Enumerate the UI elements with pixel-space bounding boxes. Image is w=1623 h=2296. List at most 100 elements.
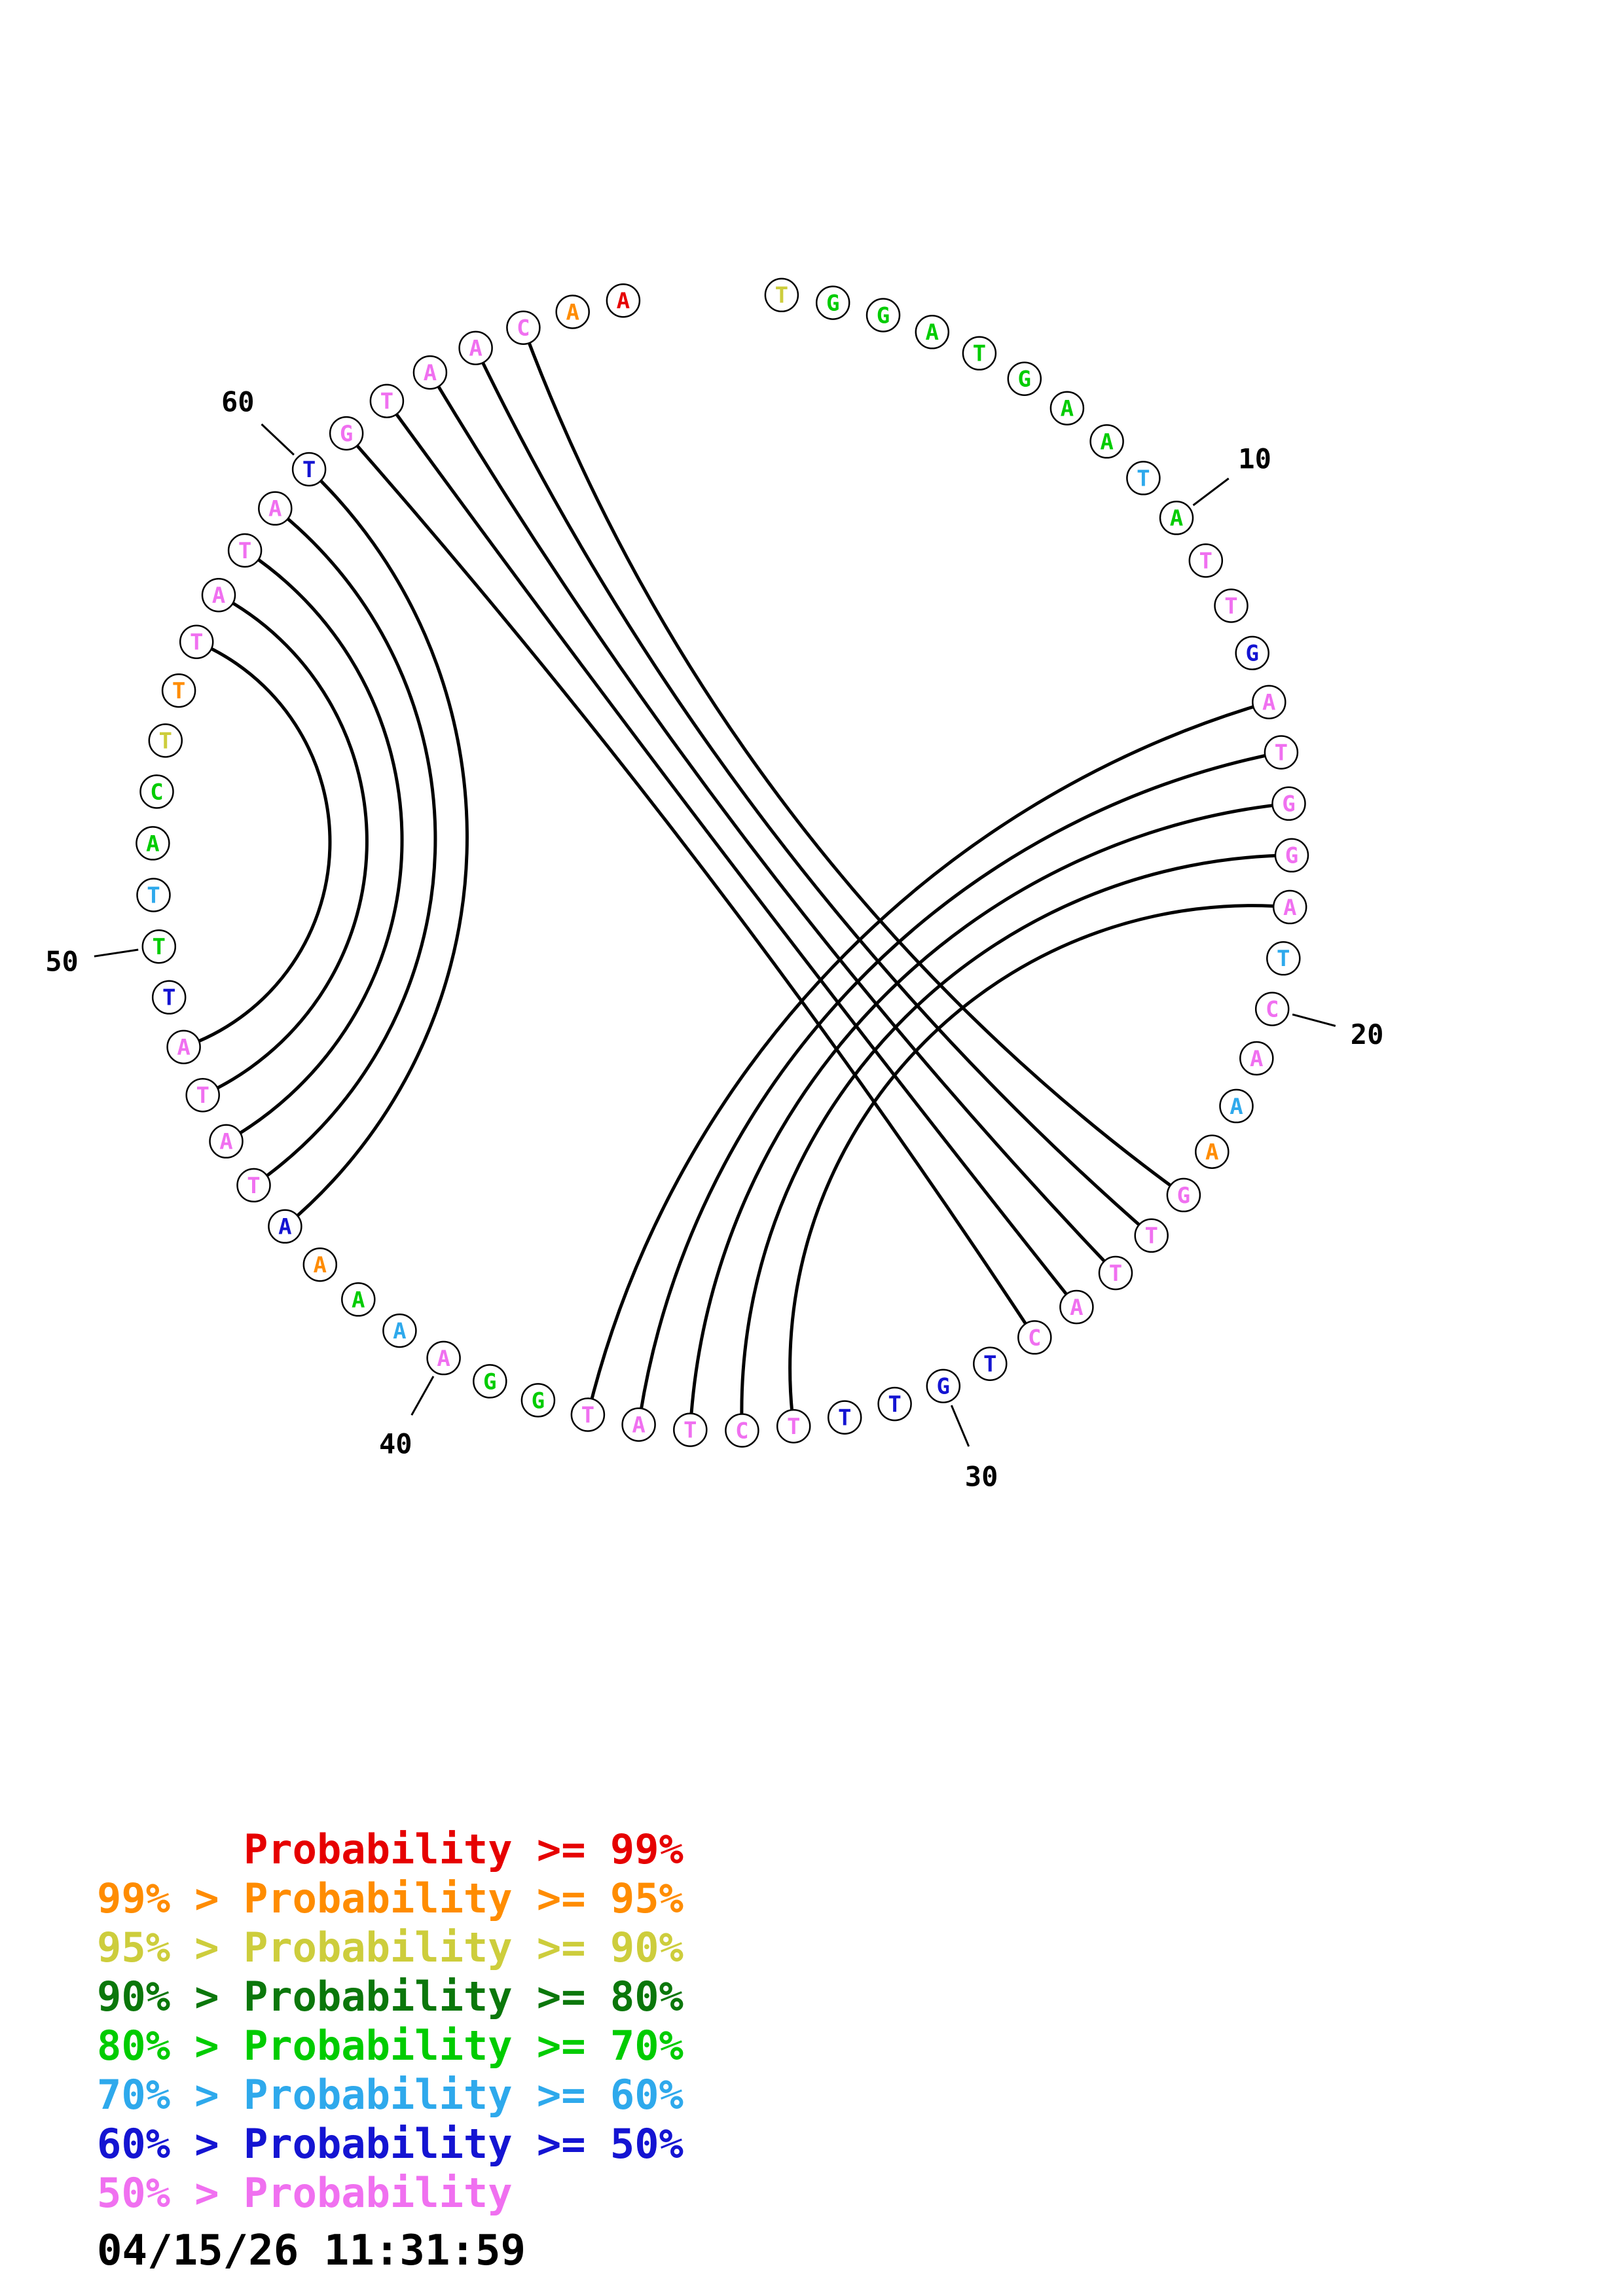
nucleotide-circle: [166, 1030, 201, 1064]
nucleotide-circle: [877, 1386, 912, 1422]
base-letter: T: [196, 1083, 209, 1109]
legend-row-p99: Probability >= 99%: [97, 1825, 684, 1873]
base-letter: A: [177, 1035, 190, 1061]
nucleotide-circle: [1166, 1177, 1201, 1213]
nucleotide-circle: [815, 285, 850, 320]
base-letter: G: [1282, 791, 1295, 817]
nucleotide-circle: [148, 723, 183, 758]
base-letter: T: [973, 341, 986, 367]
nucleotide-5: T: [962, 336, 997, 371]
nucleotide-8: A: [1089, 424, 1124, 459]
probability-legend: Probability >= 99% 99% > Probability >= 9…: [97, 1825, 684, 2217]
base-letter: C: [150, 779, 163, 805]
base-letter: A: [212, 583, 225, 609]
nucleotide-17: G: [1274, 838, 1309, 873]
base-letter: G: [532, 1388, 545, 1414]
base-letter: A: [469, 336, 482, 362]
base-letter: T: [1277, 946, 1290, 972]
nucleotide-63: A: [412, 355, 448, 390]
legend-row-p80: 90% > Probability >= 80%: [97, 1973, 684, 2020]
nucleotide-circle: [764, 278, 799, 313]
nucleotide-16: G: [1271, 786, 1306, 821]
base-letter: T: [247, 1173, 260, 1199]
base-letter: T: [1109, 1261, 1122, 1287]
nucleotide-circle: [201, 577, 236, 613]
position-tick-30: [950, 1405, 970, 1447]
position-label-60: 60: [221, 386, 255, 418]
nucleotide-6: G: [1007, 361, 1042, 396]
base-letter: A: [393, 1318, 406, 1344]
base-letter: T: [302, 457, 316, 483]
nucleotide-64: A: [458, 331, 493, 365]
legend-row-p0: 50% > Probability: [97, 2169, 513, 2217]
nucleotide-40: A: [426, 1340, 461, 1376]
base-letter: T: [1199, 548, 1213, 574]
nucleotide-42: A: [341, 1282, 376, 1317]
nucleotide-circle: [227, 533, 263, 568]
legend-row-p70: 80% > Probability >= 70%: [97, 2022, 684, 2070]
nucleotide-36: A: [621, 1407, 656, 1442]
base-letter: A: [278, 1214, 291, 1240]
nucleotide-circle: [926, 1369, 961, 1403]
nucleotide-2: G: [815, 285, 850, 320]
nucleotide-23: A: [1195, 1134, 1230, 1169]
base-letter: T: [581, 1402, 594, 1428]
base-letter: T: [172, 678, 185, 704]
nucleotide-12: T: [1214, 588, 1249, 623]
nucleotide-circle: [236, 1168, 271, 1203]
basepair-arc-25-64: [474, 346, 1154, 1238]
base-letter: T: [1275, 740, 1288, 766]
base-letter: T: [787, 1414, 800, 1440]
nucleotide-18: A: [1272, 889, 1307, 925]
position-label-40: 40: [379, 1428, 412, 1460]
nucleotide-59: A: [258, 491, 293, 526]
basepair-arc-15-36: [637, 751, 1283, 1427]
base-letter: G: [1018, 367, 1031, 393]
position-tick-60: [261, 423, 295, 456]
nucleotide-45: T: [236, 1168, 271, 1203]
base-letter: A: [352, 1287, 365, 1313]
nucleotide-circle: [725, 1413, 759, 1448]
basepair-arc-14-37: [586, 700, 1271, 1416]
nucleotide-33: T: [776, 1408, 811, 1444]
nucleotide-65: C: [506, 310, 541, 345]
nucleotide-circle: [776, 1408, 811, 1444]
nucleotide-circle: [179, 624, 214, 659]
nucleotide-20: C: [1254, 992, 1290, 1026]
base-letter: T: [162, 985, 175, 1011]
nucleotide-circle: [1264, 735, 1299, 770]
position-label-50: 50: [45, 945, 79, 977]
base-letter: T: [159, 728, 172, 754]
nucleotide-circle: [1188, 543, 1224, 578]
nucleotide-62: T: [369, 384, 405, 418]
nucleotide-circle: [915, 315, 950, 350]
nucleotide-circle: [136, 878, 171, 912]
nucleotide-58: T: [227, 533, 263, 568]
nucleotide-66: A: [555, 295, 590, 329]
base-letter: A: [146, 831, 159, 857]
nucleotide-44: A: [268, 1209, 302, 1244]
base-letter: T: [190, 630, 203, 656]
nucleotide-circle: [382, 1313, 417, 1348]
basepair-arc-28-61: [344, 431, 1036, 1339]
base-letter: G: [1245, 641, 1258, 667]
nucleotide-13: G: [1235, 636, 1269, 671]
nucleotide-32: T: [827, 1400, 862, 1435]
position-label-20: 20: [1351, 1018, 1384, 1050]
base-letter: A: [1061, 396, 1074, 422]
base-letter: G: [340, 421, 353, 447]
nucleotide-circle: [1134, 1218, 1169, 1253]
nucleotide-circle: [209, 1124, 244, 1159]
base-letter: G: [483, 1369, 496, 1395]
nucleotide-29: T: [973, 1346, 1008, 1381]
base-letter: A: [268, 496, 282, 522]
nucleotide-51: T: [136, 878, 171, 912]
nucleotide-61: G: [329, 416, 364, 451]
nucleotide-34: C: [725, 1413, 759, 1448]
base-letter: A: [1170, 505, 1183, 531]
nucleotide-14: A: [1252, 685, 1286, 719]
nucleotide-46: A: [209, 1124, 244, 1159]
base-letter: A: [1230, 1094, 1243, 1120]
base-letter: A: [219, 1129, 232, 1155]
